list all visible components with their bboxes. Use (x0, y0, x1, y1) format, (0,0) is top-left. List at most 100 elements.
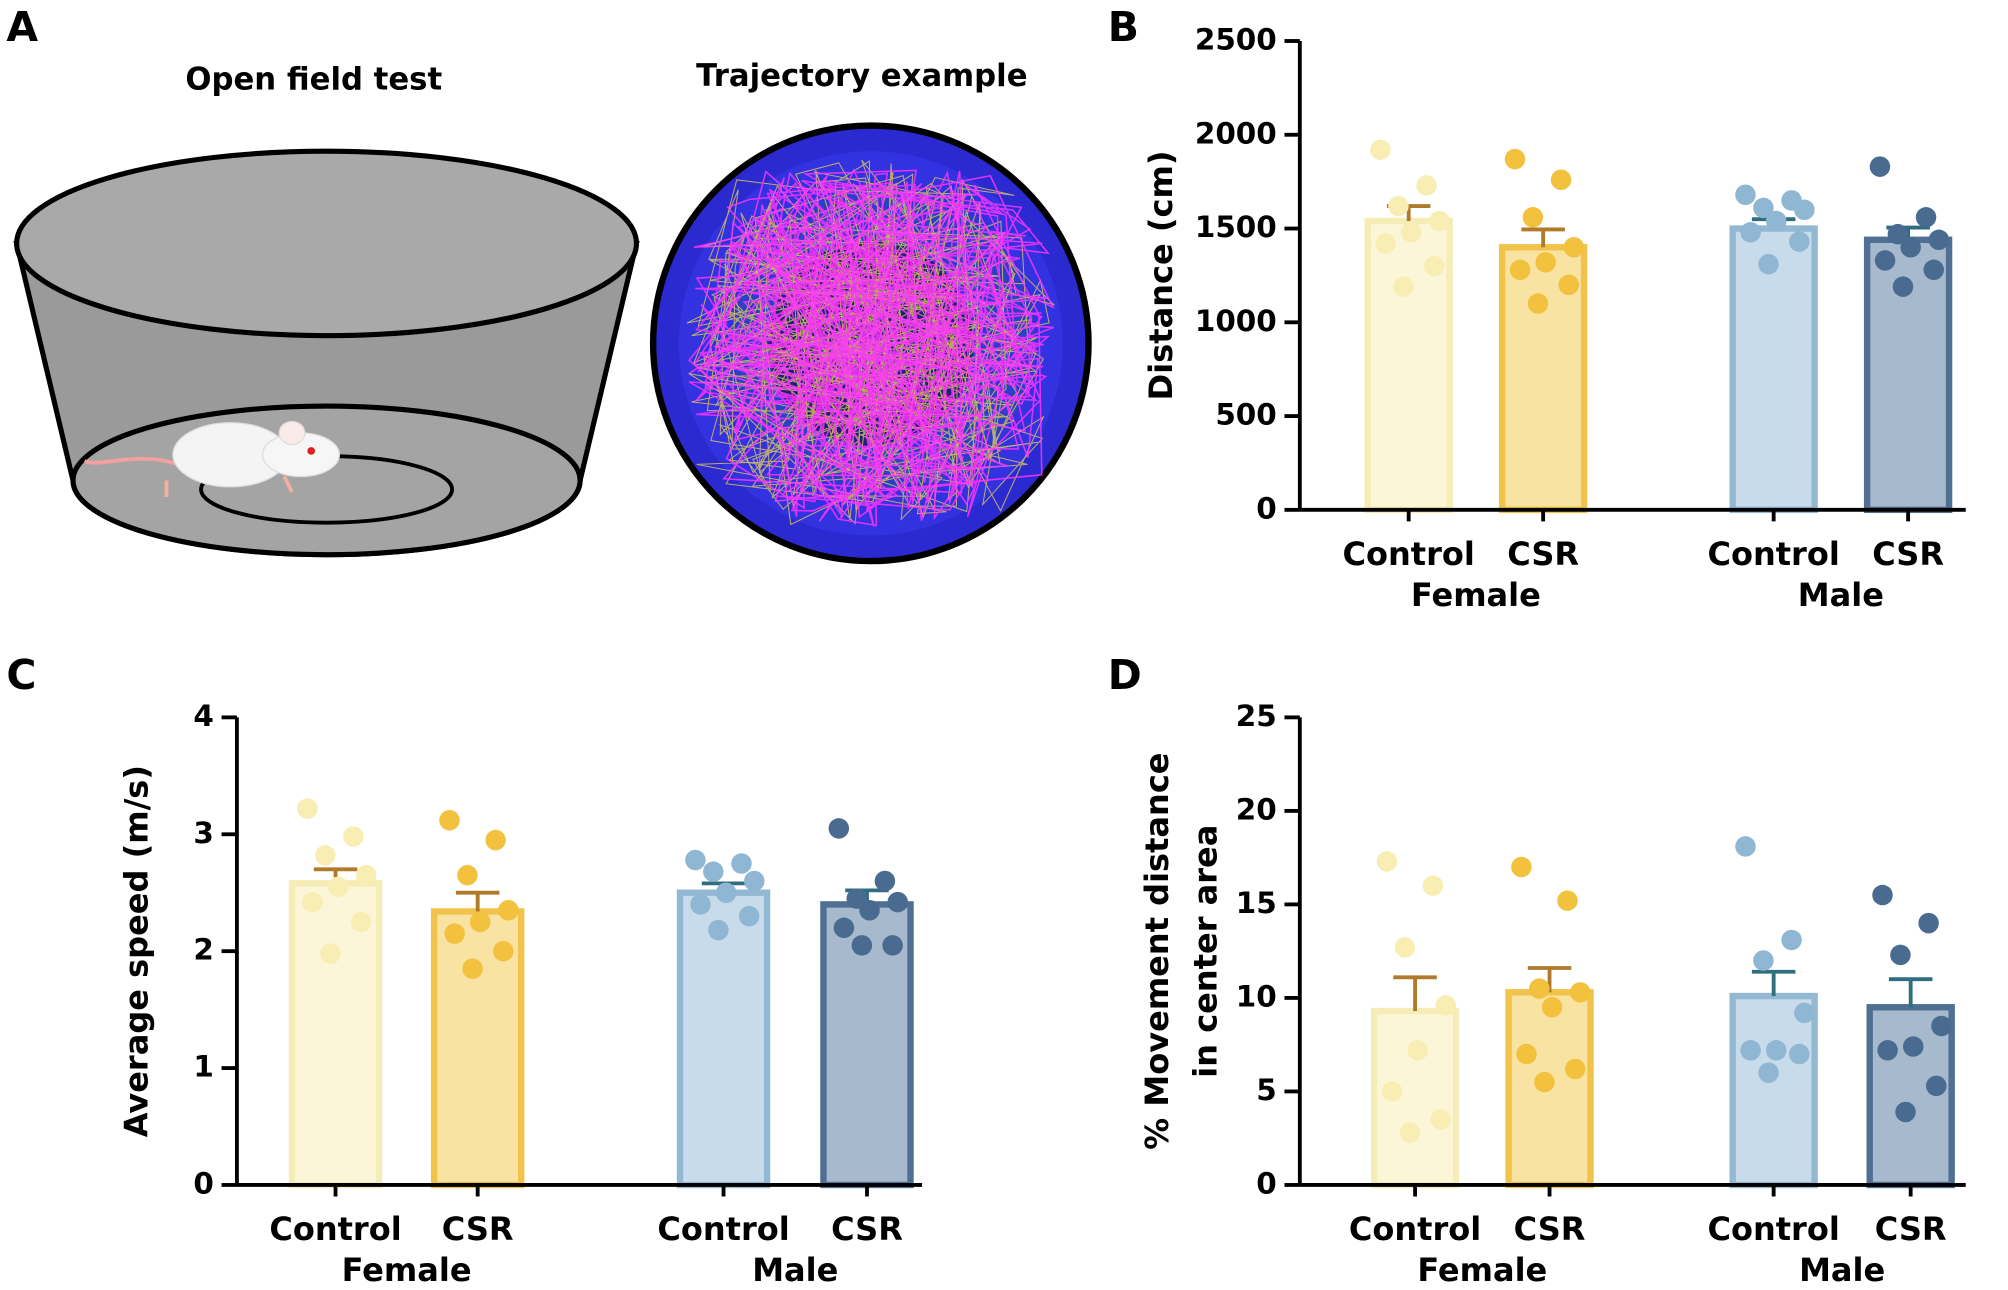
y-axis-label: % Movement distance (1138, 752, 1176, 1149)
group-label: Female (1411, 576, 1541, 614)
x-tick-label: Control (1349, 1210, 1481, 1248)
data-point (1393, 276, 1414, 297)
group-label: Male (1799, 1251, 1885, 1289)
data-point (1753, 197, 1774, 219)
data-point (1915, 207, 1937, 228)
data-point (1422, 875, 1444, 896)
data-point (462, 958, 483, 979)
data-point (1516, 1043, 1537, 1065)
data-point (1895, 1101, 1916, 1123)
data-point (1923, 259, 1944, 281)
data-point (731, 853, 752, 874)
data-point (851, 935, 873, 956)
data-point (1370, 139, 1391, 161)
data-point (1872, 884, 1893, 906)
data-point (315, 845, 336, 866)
data-point (457, 864, 478, 886)
data-point (1424, 255, 1445, 277)
data-point (690, 894, 711, 915)
group-label: Female (1417, 1251, 1547, 1289)
data-point (1557, 890, 1578, 911)
data-point (350, 911, 372, 933)
data-point (1563, 237, 1585, 258)
panel-letter: B (1108, 3, 1139, 51)
data-point (1892, 276, 1914, 297)
data-point (1435, 995, 1457, 1016)
x-tick-label: CSR (1872, 535, 1944, 573)
data-point (439, 809, 460, 831)
data-point (1781, 929, 1802, 951)
data-point (1504, 148, 1526, 170)
data-point (469, 911, 491, 933)
x-tick-label: Control (1343, 535, 1475, 573)
data-point (859, 900, 880, 921)
error-bar (1393, 975, 1437, 1012)
x-tick-label: Control (269, 1210, 401, 1248)
x-tick-label: Control (1707, 1210, 1839, 1248)
data-point (1740, 222, 1761, 243)
x-tick-label: Control (657, 1210, 789, 1248)
data-point (1869, 156, 1891, 177)
data-point (1758, 253, 1779, 275)
data-point (1570, 982, 1591, 1003)
group-label: Male (1798, 576, 1884, 614)
data-point (297, 798, 318, 819)
data-point (1558, 274, 1579, 296)
data-point (1527, 293, 1549, 314)
data-point (1794, 1002, 1815, 1024)
data-point (1918, 912, 1939, 934)
data-point (1407, 1040, 1428, 1061)
data-point (1509, 259, 1531, 281)
data-point (1430, 1109, 1451, 1130)
open-field-arena (13, 148, 640, 558)
y-tick-label: 0 (1256, 1166, 1276, 1200)
data-point (1765, 1040, 1787, 1061)
error-bar (1527, 966, 1572, 993)
data-point (1381, 1081, 1403, 1102)
data-point (1765, 210, 1787, 232)
data-point (1735, 836, 1756, 857)
data-point (1735, 184, 1756, 206)
y-tick-label: 5 (1256, 1073, 1276, 1107)
data-point (1926, 1075, 1947, 1097)
data-point (493, 940, 514, 962)
data-point (1900, 237, 1921, 258)
data-point (1794, 199, 1815, 221)
data-point (1429, 210, 1450, 232)
data-point (1535, 252, 1556, 273)
trajectory-arena (649, 122, 1092, 565)
data-point (1511, 856, 1532, 878)
data-point (1534, 1071, 1555, 1093)
data-point (1541, 997, 1563, 1018)
data-point (1400, 222, 1422, 243)
data-point (1887, 223, 1909, 245)
data-point (1394, 937, 1416, 958)
data-point (444, 923, 465, 944)
x-tick-label: Control (1707, 535, 1839, 573)
x-tick-label: CSR (1507, 535, 1579, 573)
data-point (1890, 944, 1911, 966)
panel-letter: A (6, 3, 38, 51)
y-axis-label: Average speed (m/s) (117, 765, 155, 1137)
data-point (1550, 169, 1572, 191)
error-bar (1751, 969, 1796, 997)
data-point (327, 876, 349, 898)
y-axis-label: Distance (cm) (1142, 151, 1180, 401)
data-point (1399, 1122, 1421, 1143)
data-point (738, 905, 760, 927)
data-point (1376, 851, 1398, 872)
data-point (485, 829, 506, 851)
data-point (1740, 1040, 1761, 1061)
x-tick-label: CSR (442, 1210, 514, 1248)
y-axis-label: in center area (1187, 825, 1225, 1078)
y-tick-label: 2000 (1195, 116, 1277, 150)
data-point (1753, 950, 1774, 971)
trajectory-path (688, 168, 1055, 527)
x-tick-label: CSR (831, 1210, 903, 1248)
data-point (1902, 1036, 1924, 1057)
panel-letter: C (6, 651, 36, 699)
mouse-icon (83, 420, 341, 498)
bar (1729, 225, 1818, 514)
y-tick-label: 3 (193, 816, 213, 850)
y-tick-label: 500 (1215, 398, 1276, 432)
